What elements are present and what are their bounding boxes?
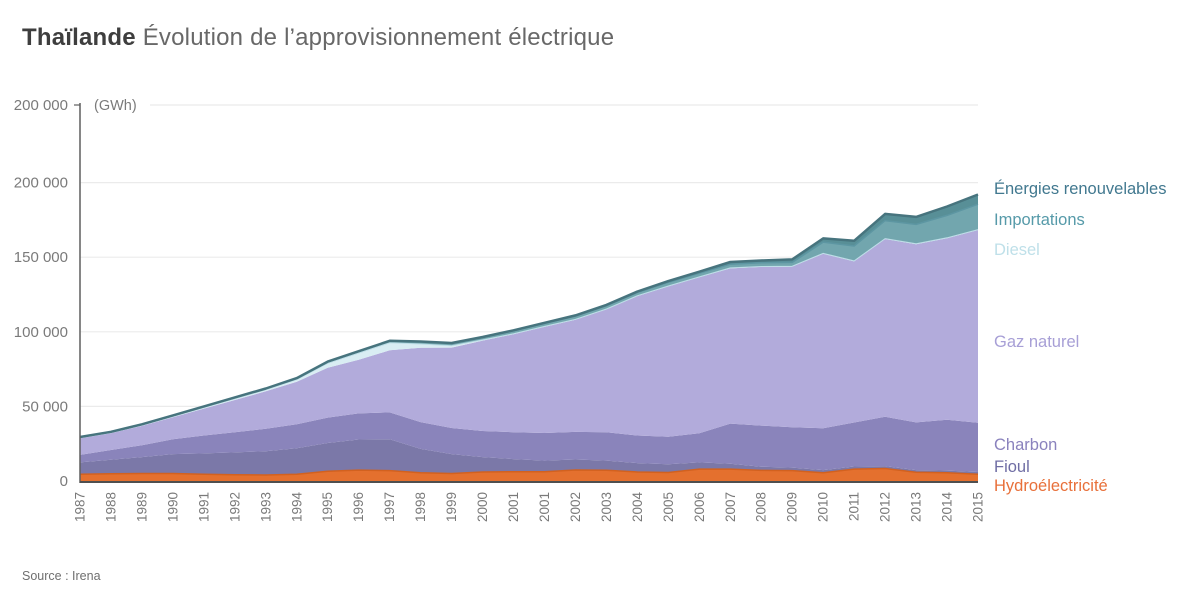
x-tick-11-1998: 1998 xyxy=(413,492,428,522)
x-tick-25-2011: 2011 xyxy=(847,492,862,521)
page-title: Thaïlande Évolution de l’approvisionneme… xyxy=(22,24,614,52)
y-axis-unit: (GWh) xyxy=(94,98,137,114)
x-tick-15-2001: 2001 xyxy=(537,492,552,522)
source-note: Source : Irena xyxy=(22,569,101,583)
x-tick-7-1994: 1994 xyxy=(289,492,304,523)
x-tick-21-2007: 2007 xyxy=(723,492,738,522)
y-tick-200000: 200 000 xyxy=(14,175,68,192)
x-tick-12-1999: 1999 xyxy=(444,492,459,522)
x-tick-26-2012: 2012 xyxy=(878,492,893,522)
x-tick-19-2005: 2005 xyxy=(661,492,676,522)
y-tick-top: 200 000 xyxy=(14,97,68,114)
title-country: Thaïlande xyxy=(22,24,136,51)
x-tick-18-2004: 2004 xyxy=(630,492,645,523)
x-tick-23-2009: 2009 xyxy=(785,492,800,522)
x-tick-16-2002: 2002 xyxy=(568,492,583,522)
area-hydro-lectricit- xyxy=(80,468,978,481)
x-tick-6-1993: 1993 xyxy=(258,492,273,522)
x-tick-8-1995: 1995 xyxy=(320,492,335,522)
x-tick-28-2014: 2014 xyxy=(940,492,955,523)
x-tick-1-1988: 1988 xyxy=(103,492,118,522)
area-importations xyxy=(80,204,978,438)
edge--nergies-renouvelables xyxy=(79,193,979,439)
area-fioul xyxy=(80,439,978,475)
area--nergies-renouvelables xyxy=(80,194,978,438)
area-gaz-naturel xyxy=(80,230,978,455)
x-tick-13-2000: 2000 xyxy=(475,492,490,522)
x-tick-2-1989: 1989 xyxy=(134,492,149,522)
x-tick-3-1990: 1990 xyxy=(165,492,180,522)
title-subtitle: Évolution de l’approvisionnement électri… xyxy=(142,24,615,51)
y-tick-50000: 50 000 xyxy=(22,398,68,415)
x-tick-27-2013: 2013 xyxy=(909,492,924,522)
edge-diesel xyxy=(79,229,979,439)
x-tick-9-1996: 1996 xyxy=(351,492,366,522)
x-tick-20-2006: 2006 xyxy=(692,492,707,522)
y-tick-0: 0 xyxy=(60,473,68,490)
x-tick-24-2010: 2010 xyxy=(816,492,831,522)
y-tick-100000: 100 000 xyxy=(14,324,68,341)
edge-hydro-lectricit- xyxy=(79,467,979,476)
x-tick-5-1992: 1992 xyxy=(227,492,242,522)
x-tick-4-1991: 1991 xyxy=(196,492,211,522)
x-tick-0-1987: 1987 xyxy=(73,492,88,522)
x-tick-29-2015: 2015 xyxy=(971,492,986,522)
y-tick-150000: 150 000 xyxy=(14,249,68,266)
x-tick-14-2001: 2001 xyxy=(506,492,521,522)
area-charbon xyxy=(80,412,978,472)
x-tick-10-1997: 1997 xyxy=(382,492,397,522)
x-tick-22-2008: 2008 xyxy=(754,492,769,522)
x-tick-17-2003: 2003 xyxy=(599,492,614,522)
